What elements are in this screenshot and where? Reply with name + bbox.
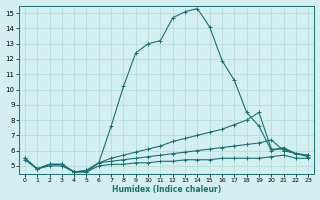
X-axis label: Humidex (Indice chaleur): Humidex (Indice chaleur) [112, 185, 221, 194]
